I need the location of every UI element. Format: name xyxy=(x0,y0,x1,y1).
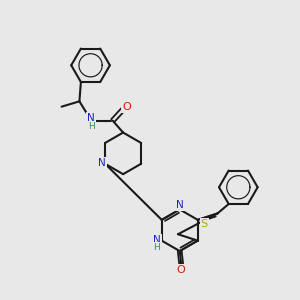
Text: N: N xyxy=(98,158,106,168)
Text: N: N xyxy=(176,200,184,210)
Text: S: S xyxy=(201,219,208,229)
Text: O: O xyxy=(122,102,131,112)
Text: H: H xyxy=(88,122,95,131)
Text: N: N xyxy=(87,113,95,123)
Text: H: H xyxy=(154,243,160,252)
Text: N: N xyxy=(153,235,161,245)
Text: O: O xyxy=(177,266,186,275)
